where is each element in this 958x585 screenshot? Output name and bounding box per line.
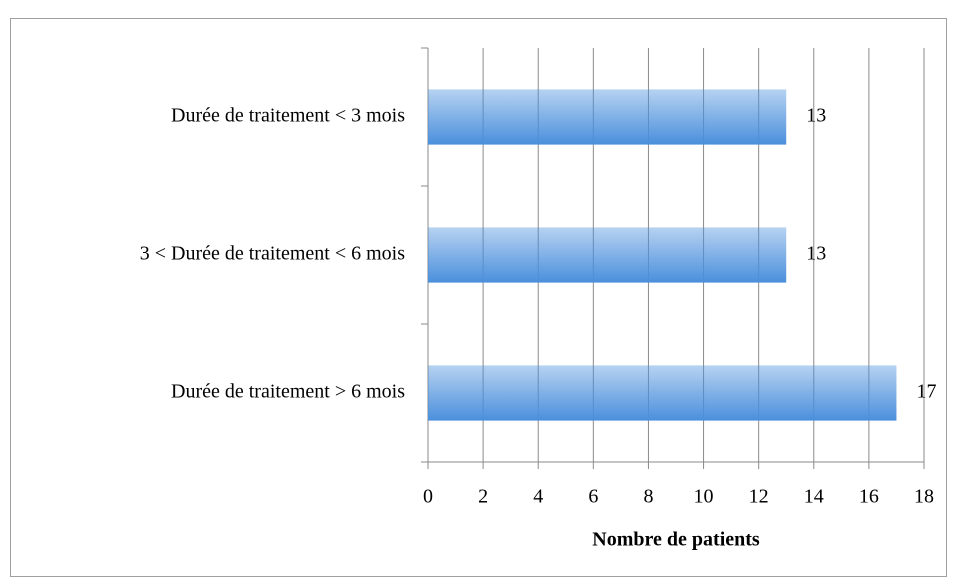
- y-tick-label: Durée de traitement > 6 mois: [171, 381, 405, 403]
- x-tick-label: 18: [914, 486, 934, 508]
- x-tick-label: 12: [749, 486, 769, 508]
- x-tick-label: 4: [533, 486, 543, 508]
- x-tick-label: 10: [694, 486, 714, 508]
- data-label: 13: [806, 105, 826, 127]
- bar: [428, 227, 787, 283]
- x-tick-label: 6: [588, 486, 598, 508]
- y-tick-label: 3 < Durée de traitement < 6 mois: [140, 243, 405, 265]
- x-tick-label: 14: [804, 486, 824, 508]
- x-axis-title: Nombre de patients: [592, 529, 760, 551]
- x-tick-label: 8: [643, 486, 653, 508]
- bar: [428, 89, 787, 145]
- data-label: 17: [916, 381, 936, 403]
- y-tick-label: Durée de traitement < 3 mois: [171, 105, 405, 127]
- x-tick-label: 2: [478, 486, 488, 508]
- x-tick-label: 16: [859, 486, 879, 508]
- x-tick-label: 0: [423, 486, 433, 508]
- bar: [428, 365, 897, 421]
- data-label: 13: [806, 243, 826, 265]
